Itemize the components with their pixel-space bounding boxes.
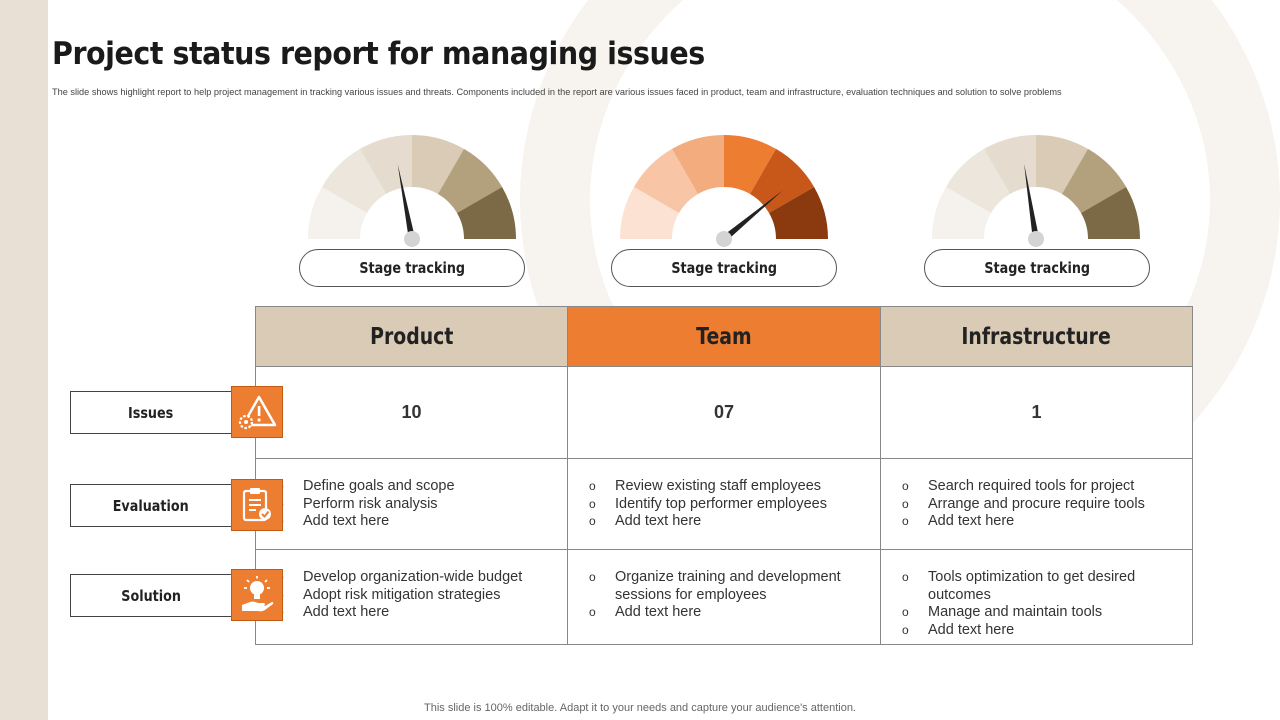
gauge-svg — [308, 135, 516, 247]
gauge-segment — [620, 187, 679, 239]
gauge-segment — [457, 187, 516, 239]
gauge-hub — [716, 231, 732, 247]
column-header-infrastructure: Infrastructure — [880, 306, 1193, 367]
list-item: Develop organization-wide budget — [277, 569, 567, 587]
gauge-segment — [945, 148, 1010, 213]
issues-team-count: 07 — [567, 366, 881, 459]
footer-note: This slide is 100% editable. Adapt it to… — [424, 702, 856, 714]
page-subtitle: The slide shows highlight report to help… — [52, 87, 1062, 97]
list-item: Manage and maintain tools — [902, 604, 1182, 622]
gauge-segment — [932, 187, 991, 239]
gauge-needle — [721, 190, 783, 242]
clipboard-check-icon — [231, 479, 283, 531]
gauge-segment — [672, 135, 724, 194]
list-item: Organize training and development sessio… — [589, 569, 876, 604]
gauge-label-infrastructure[interactable]: Stage tracking — [924, 249, 1150, 287]
list-item: Adopt risk mitigation strategies — [277, 587, 567, 605]
gauge-segment — [1081, 187, 1140, 239]
gauge-segment — [308, 187, 367, 239]
evaluation-product-cell: Define goals and scope Perform risk anal… — [255, 458, 568, 550]
gauge-segment — [984, 135, 1036, 194]
list-item: Search required tools for project — [902, 478, 1192, 496]
status-table: Product Team Infrastructure 10 07 1 Defi… — [255, 306, 1193, 645]
gauge-team — [618, 133, 830, 248]
gauge-label-team[interactable]: Stage tracking — [611, 249, 837, 287]
solution-team-cell: Organize training and development sessio… — [567, 549, 881, 645]
gauge-segment — [412, 135, 464, 194]
gauge-svg — [932, 135, 1140, 247]
list-item: Add text here — [589, 604, 876, 622]
gauge-hub — [404, 231, 420, 247]
column-header-team: Team — [567, 306, 881, 367]
gauge-segment — [438, 148, 503, 213]
list-item: Arrange and procure require tools — [902, 496, 1192, 514]
gauge-infrastructure — [930, 133, 1142, 248]
page-title: Project status report for managing issue… — [52, 36, 705, 72]
row-label-solution: Solution — [70, 574, 232, 617]
evaluation-team-cell: Review existing staff employees Identify… — [567, 458, 881, 550]
evaluation-infrastructure-cell: Search required tools for project Arrang… — [880, 458, 1193, 550]
list-item: Add text here — [277, 513, 567, 531]
gauge-segment — [769, 187, 828, 239]
gauge-product — [306, 133, 518, 248]
gauge-segment — [1036, 135, 1088, 194]
gauge-label-product[interactable]: Stage tracking — [299, 249, 525, 287]
column-header-product: Product — [255, 306, 568, 367]
solution-infrastructure-cell: Tools optimization to get desired outcom… — [880, 549, 1193, 645]
gauge-segment — [360, 135, 412, 194]
row-label-evaluation: Evaluation — [70, 484, 232, 527]
solution-product-cell: Develop organization-wide budget Adopt r… — [255, 549, 568, 645]
row-label-issues: Issues — [70, 391, 232, 434]
list-item: Add text here — [277, 604, 567, 622]
list-item: Add text here — [902, 622, 1182, 640]
gauge-needle — [1024, 163, 1040, 240]
list-item: Identify top performer employees — [589, 496, 880, 514]
lightbulb-hand-icon — [231, 569, 283, 621]
warning-gear-icon — [231, 386, 283, 438]
gauge-segment — [1062, 148, 1127, 213]
gauge-segment — [633, 148, 698, 213]
issues-product-count: 10 — [255, 366, 568, 459]
list-item: Review existing staff employees — [589, 478, 880, 496]
list-item: Perform risk analysis — [277, 496, 567, 514]
list-item: Add text here — [902, 513, 1192, 531]
list-item: Add text here — [589, 513, 880, 531]
gauge-hub — [1028, 231, 1044, 247]
list-item: Tools optimization to get desired outcom… — [902, 569, 1182, 604]
gauge-needle — [397, 164, 416, 240]
gauge-svg — [620, 135, 828, 247]
issues-infrastructure-count: 1 — [880, 366, 1193, 459]
gauge-segment — [750, 148, 815, 213]
list-item: Define goals and scope — [277, 478, 567, 496]
gauge-segment — [724, 135, 776, 194]
left-decor-band — [0, 0, 48, 720]
gauge-segment — [321, 148, 386, 213]
